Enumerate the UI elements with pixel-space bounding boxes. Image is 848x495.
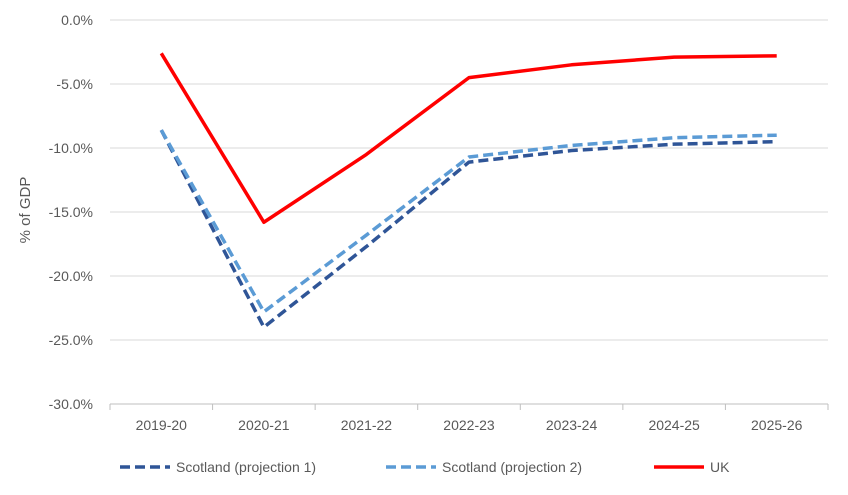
series-line-3: [159, 52, 777, 224]
y-tick-label: -30.0%: [49, 396, 93, 412]
y-tick-label: -5.0%: [56, 76, 93, 92]
x-tick-label: 2024-25: [648, 417, 700, 433]
y-axis-ticks: 0.0% -5.0% -10.0% -15.0% -20.0% -25.0% -30.0%: [49, 12, 93, 412]
x-tick-label: 2020-21: [238, 417, 290, 433]
series-line-1: [159, 129, 777, 329]
y-tick-label: -25.0%: [49, 332, 93, 348]
x-tick-label: 2021-22: [341, 417, 393, 433]
x-tick-label: 2022-23: [443, 417, 495, 433]
y-tick-label: -10.0%: [49, 140, 93, 156]
y-axis-title: % of GDP: [17, 177, 34, 244]
legend: Scotland (projection 1) Scotland (project…: [120, 459, 730, 475]
x-tick-label: 2023-24: [546, 417, 598, 433]
x-tick-label: 2025-26: [751, 417, 803, 433]
x-tick-label: 2019-20: [136, 417, 188, 433]
x-axis-ticks: 2019-20 2020-21 2021-22 2022-23 2023-24 2024-…: [109, 404, 829, 433]
gridlines: [110, 19, 828, 405]
y-tick-label: 0.0%: [61, 12, 93, 28]
y-tick-label: -15.0%: [49, 204, 93, 220]
series-line-2: [159, 129, 777, 314]
legend-label: UK: [710, 459, 730, 475]
y-tick-label: -20.0%: [49, 268, 93, 284]
series-lines: [159, 52, 777, 329]
legend-label: Scotland (projection 1): [176, 459, 316, 475]
legend-label: Scotland (projection 2): [442, 459, 582, 475]
